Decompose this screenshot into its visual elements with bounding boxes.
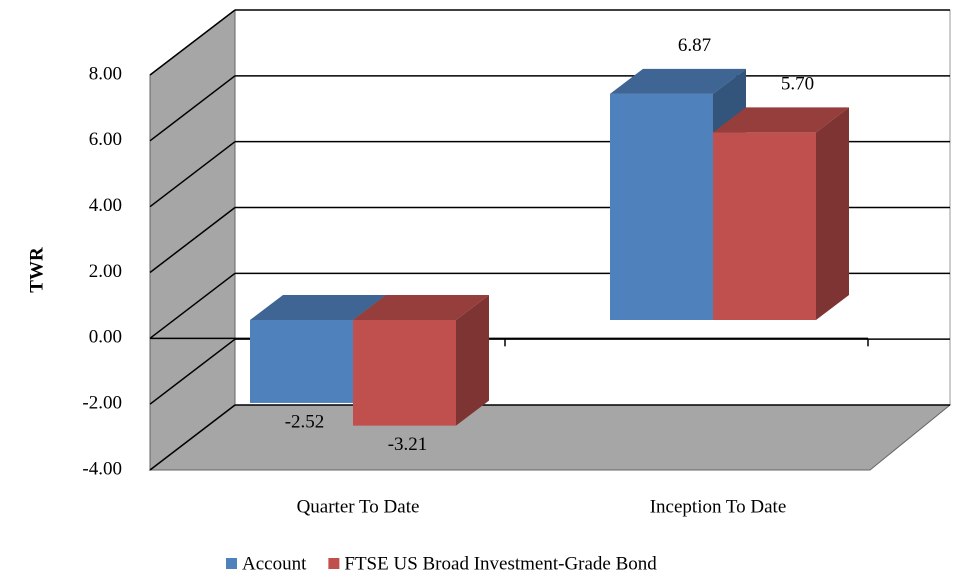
bar-front <box>250 320 353 403</box>
y-tick-label: 0.00 <box>89 327 122 348</box>
bar-top <box>713 107 849 133</box>
x-tick-label: Quarter To Date <box>297 496 420 517</box>
bar-side <box>456 295 489 426</box>
bar-front <box>610 93 713 320</box>
y-tick-label: 6.00 <box>89 129 122 150</box>
y-tick-label: -4.00 <box>82 458 122 479</box>
grid-line <box>149 206 236 274</box>
legend-label: Account <box>242 553 307 574</box>
legend-label: FTSE US Broad Investment-Grade Bond <box>344 553 657 574</box>
bar-top <box>610 68 746 94</box>
floor <box>148 404 952 471</box>
value-label: -3.21 <box>388 434 428 455</box>
legend-swatch <box>226 558 237 569</box>
bar-front <box>353 320 456 426</box>
bar-side <box>816 107 849 320</box>
bar <box>250 295 386 403</box>
x-tick-label: Inception To Date <box>650 496 787 517</box>
bar <box>353 295 489 426</box>
grid-line <box>149 338 236 405</box>
grid-line <box>149 404 236 471</box>
bar <box>713 107 849 320</box>
bar-front <box>713 132 816 320</box>
y-tick-label: 4.00 <box>89 195 122 216</box>
legend-swatch <box>328 558 340 569</box>
grid-line <box>149 75 236 142</box>
grid-line <box>149 141 236 208</box>
y-tick-label: -2.00 <box>82 393 122 414</box>
value-label: 5.70 <box>781 74 814 95</box>
value-label: 6.87 <box>678 35 711 56</box>
value-label: -2.52 <box>285 411 325 432</box>
bar-top <box>353 295 489 320</box>
y-tick-label: 2.00 <box>89 261 122 282</box>
grid-line <box>149 272 236 339</box>
grid-line <box>149 9 236 76</box>
y-axis-label: TWR <box>26 247 47 293</box>
bar-top <box>250 295 386 320</box>
y-tick-label: 8.00 <box>89 63 122 84</box>
